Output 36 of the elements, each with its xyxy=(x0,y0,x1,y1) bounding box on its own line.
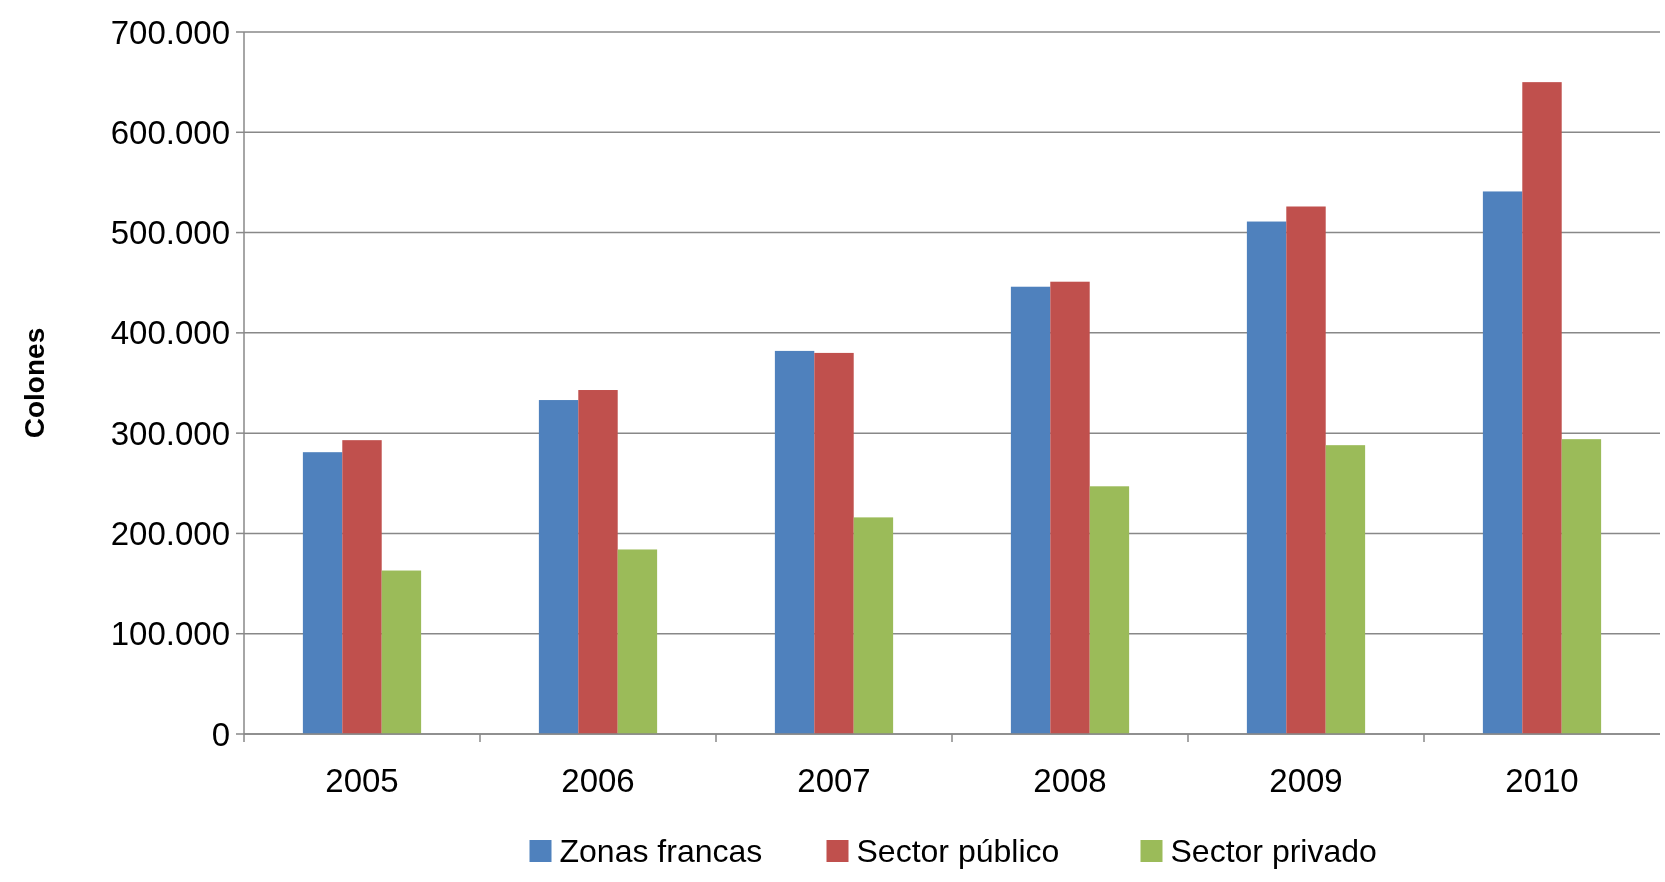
bar xyxy=(617,549,658,734)
y-tick-label: 300.000 xyxy=(110,414,230,452)
bar xyxy=(1089,486,1130,734)
legend-label: Sector público xyxy=(856,833,1060,869)
x-tick-label: 2009 xyxy=(1269,762,1343,799)
bar xyxy=(1482,191,1523,734)
y-tick-label: 600.000 xyxy=(110,113,230,151)
bar xyxy=(381,570,422,734)
bar xyxy=(1286,206,1326,734)
y-tick-label: 700.000 xyxy=(110,13,230,51)
y-axis-title: Colones xyxy=(19,327,50,439)
bar xyxy=(774,350,815,734)
bar xyxy=(814,352,854,734)
x-tick-label: 2005 xyxy=(325,762,399,799)
x-tick-label: 2006 xyxy=(561,762,635,799)
bar xyxy=(1010,286,1051,734)
bar xyxy=(578,390,618,734)
x-tick-label: 2010 xyxy=(1505,762,1579,799)
bar xyxy=(1522,82,1562,734)
bar xyxy=(1325,445,1366,734)
bar xyxy=(342,440,382,734)
bar xyxy=(1050,281,1090,734)
y-tick-label: 0 xyxy=(211,715,230,753)
legend-label: Sector privado xyxy=(1170,833,1377,869)
bar xyxy=(1246,221,1287,734)
bar xyxy=(538,400,579,734)
y-tick-label: 500.000 xyxy=(110,214,230,252)
x-tick-label: 2008 xyxy=(1033,762,1107,799)
bar xyxy=(853,517,894,734)
bar xyxy=(1561,439,1602,734)
y-tick-label: 200.000 xyxy=(110,514,230,552)
x-tick-label: 2007 xyxy=(797,762,871,799)
legend-label: Zonas francas xyxy=(559,833,763,869)
bar xyxy=(302,452,343,734)
y-tick-label: 100.000 xyxy=(110,615,230,653)
y-tick-label: 400.000 xyxy=(110,314,230,352)
